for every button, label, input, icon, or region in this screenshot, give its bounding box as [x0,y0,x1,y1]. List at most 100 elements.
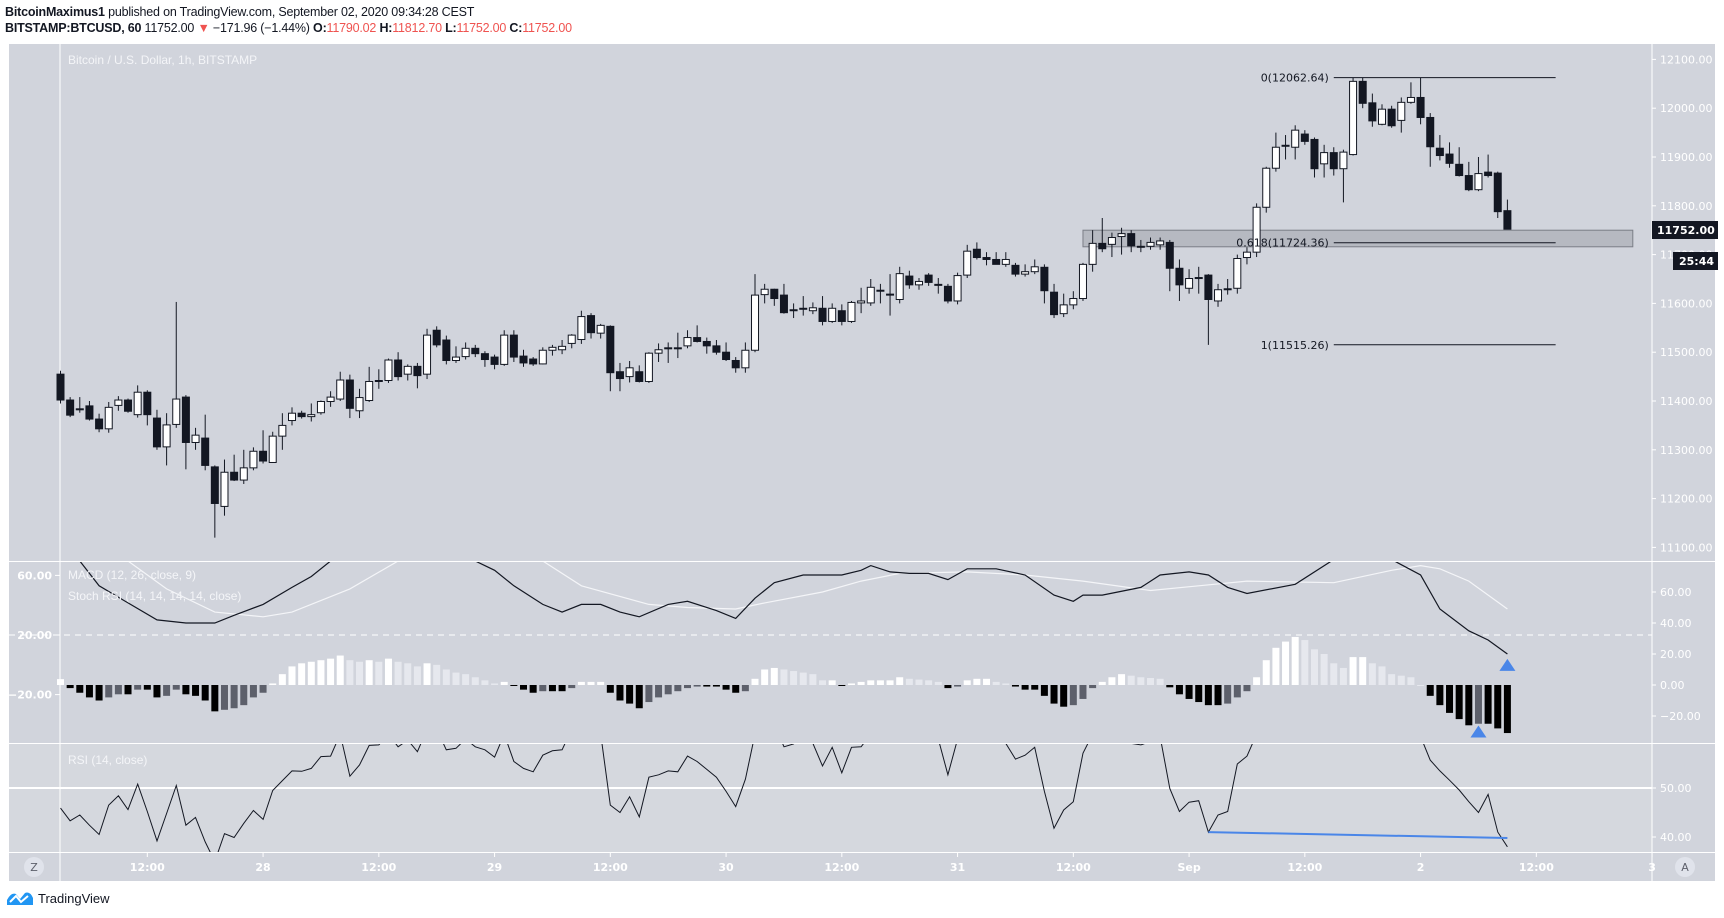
support-zone[interactable] [1082,229,1634,248]
z-button-label[interactable]: Z [30,861,38,874]
time-tick-label: 12:00 [1519,861,1554,874]
auto-scale-label[interactable]: A [1681,861,1689,874]
candle [1001,252,1010,267]
time-tick-label: 29 [487,861,502,874]
candle [1339,149,1348,203]
candle [509,330,518,362]
time-axis[interactable]: 12:00 28 12:00 29 12:00 30 12:00 31 12:00 Sep 12:0… [130,852,1656,874]
macd-histogram-bar [134,685,142,690]
candle-body [1358,80,1367,104]
candle-body [95,418,104,430]
candle [1368,93,1377,127]
candle-body [799,307,808,310]
candle [490,354,499,370]
rsi-line [60,744,1508,852]
candle-body [133,391,142,416]
price-tick-label: 11200.00 [1660,493,1713,506]
z-button-bg[interactable] [24,857,44,877]
rsi-axis[interactable]: 50.00 40.00 [1652,782,1692,844]
candle-body [1156,240,1165,246]
candle [1098,218,1107,253]
candle [326,391,335,407]
candle [693,325,702,343]
macd-histogram-bar [413,666,421,685]
candle-body [914,280,923,286]
candle-body [1204,274,1213,300]
macd-histogram-bar [1089,685,1097,689]
candle-body [220,471,229,507]
candle-body [1030,266,1039,273]
candle-body [857,300,866,304]
candle [876,283,885,304]
candle-body [1281,144,1290,147]
publish-info: BitcoinMaximus1 published on TradingView… [5,5,474,19]
candle-body [210,466,219,504]
price-tick-label: 11400.00 [1660,395,1713,408]
fib-retracement[interactable]: 0(12062.64) 0.618(11724.36) 1(11515.26) [1236,72,1556,352]
candle-body [529,358,538,365]
rsi-legend[interactable]: RSI (14, close) [68,753,147,767]
candle-body [1387,108,1396,127]
macd-histogram-bar [172,685,180,690]
auto-scale-bg[interactable] [1675,857,1695,877]
footer-brand[interactable]: TradingView [38,890,110,906]
author-name[interactable]: BitcoinMaximus1 [5,5,105,19]
rsi-pane-background [9,744,1652,852]
time-tick-label: 12:00 [1056,861,1091,874]
candle-body [1107,237,1116,245]
candle-body [249,450,258,469]
candle [992,252,1001,265]
candle [423,328,432,380]
candle-body [201,437,210,466]
macd-histogram-bar [1079,685,1087,699]
macd-histogram-bar [857,681,865,685]
candle [374,369,383,389]
candle [1011,262,1020,277]
rsi-trendline[interactable] [1208,831,1508,839]
candle [172,301,181,428]
macd-legend[interactable]: MACD (12, 26, close, 9) [68,568,196,582]
price-tick-label: 12000.00 [1660,102,1713,115]
triangle-up-icon [1499,658,1516,671]
candle-body [1406,96,1415,103]
candle-body [124,399,133,412]
macd-axis[interactable]: 60.00 40.00 20.00 0.00 −20.00 60.00 20.00 −20.0… [8,569,1701,723]
stoch-rsi-legend[interactable]: Stoch RSI (14, 14, 14, 14, close) [68,589,241,603]
macd-histogram-bar [973,678,981,685]
macd-histogram-bar [192,685,200,696]
macd-histogram-bar [1175,685,1183,695]
candle [587,313,596,339]
fib-level-label: 1(11515.26) [1261,339,1329,352]
candle-body [451,356,460,361]
macd-histogram-bar [645,685,653,703]
candle [181,395,190,470]
macd-histogram-bar [481,680,489,685]
candle [432,326,441,348]
z-button[interactable]: Z [24,857,44,877]
candle [1349,77,1358,156]
time-tick-label: 2 [1417,861,1425,874]
macd-histogram-bar [452,672,460,685]
macd-histogram-bar [1040,685,1048,696]
price-axis[interactable]: 12100.0012000.0011900.0011800.0011700.00… [1652,53,1713,554]
price-tick-label: 11300.00 [1660,444,1713,457]
candle-body [1310,138,1319,170]
rsi-tick-label: 40.00 [1660,831,1692,844]
macd-histogram-bar [1185,685,1193,699]
auto-scale-button[interactable]: A [1675,857,1695,877]
candle-body [1175,267,1184,286]
macd-histogram-bar [433,664,441,685]
support-zone-rect[interactable] [1082,229,1634,248]
macd-histogram-bar [259,685,267,693]
macd-histogram-bar [1359,657,1367,685]
candle-body [230,471,239,481]
candle [943,283,952,304]
candle [673,332,682,359]
macd-histogram-bar [1455,685,1463,720]
macd-histogram-bar [577,681,585,685]
candle [654,343,663,362]
candle-body [943,285,952,302]
candle [1358,77,1367,109]
candle [413,362,422,389]
